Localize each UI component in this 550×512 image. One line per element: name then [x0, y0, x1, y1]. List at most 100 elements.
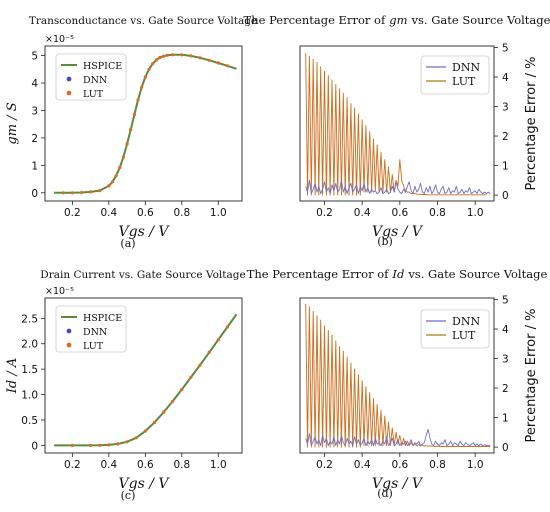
- lut-marker: [134, 436, 138, 440]
- lut-marker: [110, 180, 115, 184]
- plot-frame: [299, 297, 495, 454]
- x-tick-label: 0.8: [429, 459, 446, 471]
- x-axis-label: Vgs / V: [119, 476, 171, 492]
- panel-caption: (a): [120, 237, 135, 250]
- panel-c: Drain Current vs. Gate Source Voltage ×10…: [5, 269, 246, 502]
- lut-marker: [136, 98, 140, 102]
- y-tick-label: 0: [502, 442, 509, 454]
- y-axis-label: Percentage Error / %: [524, 57, 539, 191]
- lut-marker: [198, 56, 202, 60]
- legend-label: LUT: [452, 75, 476, 88]
- panel-d: The Percentage Error of Id vs. Gate Source…: [247, 267, 548, 500]
- panel-a: Transconductance vs. Gate Source Voltage…: [5, 15, 257, 250]
- lut-marker: [154, 58, 158, 62]
- legend-marker-dnn: [66, 328, 72, 334]
- legend-label: DNN: [452, 61, 480, 74]
- y-axis-label: gm / S: [5, 102, 20, 144]
- panel-caption: (c): [121, 489, 136, 502]
- plot-frame: [44, 297, 243, 454]
- x-tick-label: 0.4: [100, 459, 117, 471]
- y-tick-label: 3: [502, 354, 509, 366]
- series-line-lut-overlay: [305, 53, 487, 196]
- lut-marker: [151, 62, 155, 66]
- x-tick-label: 0.6: [391, 459, 408, 471]
- y-tick-label: 1: [502, 413, 509, 425]
- lut-marker: [107, 184, 111, 188]
- panel-caption: (d): [377, 487, 393, 500]
- y-tick-label: 3: [502, 102, 509, 114]
- legend-marker-lut: [66, 90, 72, 96]
- lut-marker: [79, 190, 84, 195]
- lut-marker: [158, 55, 162, 60]
- chart-title: The Percentage Error of gm vs. Gate Source…: [244, 13, 550, 27]
- lut-marker: [207, 350, 211, 354]
- lut-marker: [180, 53, 184, 57]
- lut-marker: [180, 387, 184, 392]
- lut-marker: [114, 174, 118, 178]
- legend-label: HSPICE: [83, 313, 122, 324]
- y-tick-label: 1.0: [21, 390, 38, 402]
- lut-marker: [225, 64, 229, 68]
- legend-label: LUT: [452, 329, 476, 342]
- axis-exponent-label: ×10⁻⁵: [45, 34, 74, 45]
- y-tick-label: 5: [502, 294, 509, 306]
- y-tick-label: 5: [31, 51, 38, 63]
- x-axis-label: Vgs / V: [372, 476, 424, 492]
- y-tick-label: 2: [502, 131, 509, 143]
- chart-title-suffix: vs. Gate Source Voltage: [411, 13, 550, 27]
- y-tick-label: 1.5: [21, 364, 38, 376]
- legend-label: LUT: [83, 341, 104, 352]
- y-tick-label: 2.0: [21, 339, 38, 351]
- y-tick-label: 4: [502, 324, 509, 336]
- legend-label: DNN: [83, 75, 107, 86]
- x-tick-label: 0.4: [354, 459, 371, 471]
- lut-marker: [143, 75, 147, 79]
- lut-marker: [198, 363, 202, 367]
- x-tick-label: 0.6: [137, 207, 154, 219]
- x-tick-label: 0.8: [429, 207, 446, 219]
- x-tick-label: 1.0: [210, 459, 227, 471]
- lut-marker: [189, 54, 193, 58]
- lut-marker: [189, 375, 193, 379]
- lut-marker: [89, 443, 93, 447]
- legend-marker-dnn: [66, 76, 72, 82]
- series-line-dnn: [305, 179, 491, 195]
- series-line-dnn: [305, 428, 491, 447]
- y-axis-label: Id / A: [5, 358, 20, 395]
- plot-frame: [44, 45, 243, 202]
- x-tick-label: 0.2: [64, 207, 81, 219]
- x-tick-label: 0.8: [173, 459, 190, 471]
- lut-marker: [70, 191, 74, 195]
- lut-marker: [118, 165, 122, 170]
- y-tick-label: 4: [502, 72, 509, 84]
- lut-marker: [140, 85, 144, 89]
- lut-marker: [225, 325, 229, 329]
- legend-label: DNN: [83, 327, 107, 338]
- x-tick-label: 0.8: [173, 207, 190, 219]
- x-tick-label: 1.0: [210, 207, 227, 219]
- lut-marker: [216, 61, 220, 65]
- x-tick-label: 0.2: [64, 459, 81, 471]
- y-tick-label: 2: [502, 383, 509, 395]
- x-tick-label: 0.6: [391, 207, 408, 219]
- y-tick-label: 0: [502, 190, 509, 202]
- chart-title-suffix: vs. Gate Source Voltage: [407, 267, 547, 281]
- y-tick-label: 3: [31, 105, 38, 117]
- x-axis-label: Vgs / V: [119, 224, 171, 240]
- y-tick-label: 2.5: [21, 313, 38, 325]
- lut-marker: [162, 54, 166, 58]
- plot-frame: [299, 45, 495, 202]
- y-tick-label: 0: [31, 440, 38, 452]
- y-tick-label: 5: [502, 42, 509, 54]
- chart-title-prefix: The Percentage Error of: [244, 13, 386, 27]
- lut-marker: [61, 191, 65, 195]
- lut-marker: [121, 155, 125, 159]
- lut-marker: [152, 420, 156, 425]
- lut-marker: [125, 440, 129, 444]
- lut-marker: [98, 189, 102, 193]
- x-tick-label: 0.2: [316, 207, 333, 219]
- legend-label: LUT: [83, 89, 104, 100]
- y-tick-label: 1: [502, 161, 509, 173]
- lut-marker: [125, 142, 129, 146]
